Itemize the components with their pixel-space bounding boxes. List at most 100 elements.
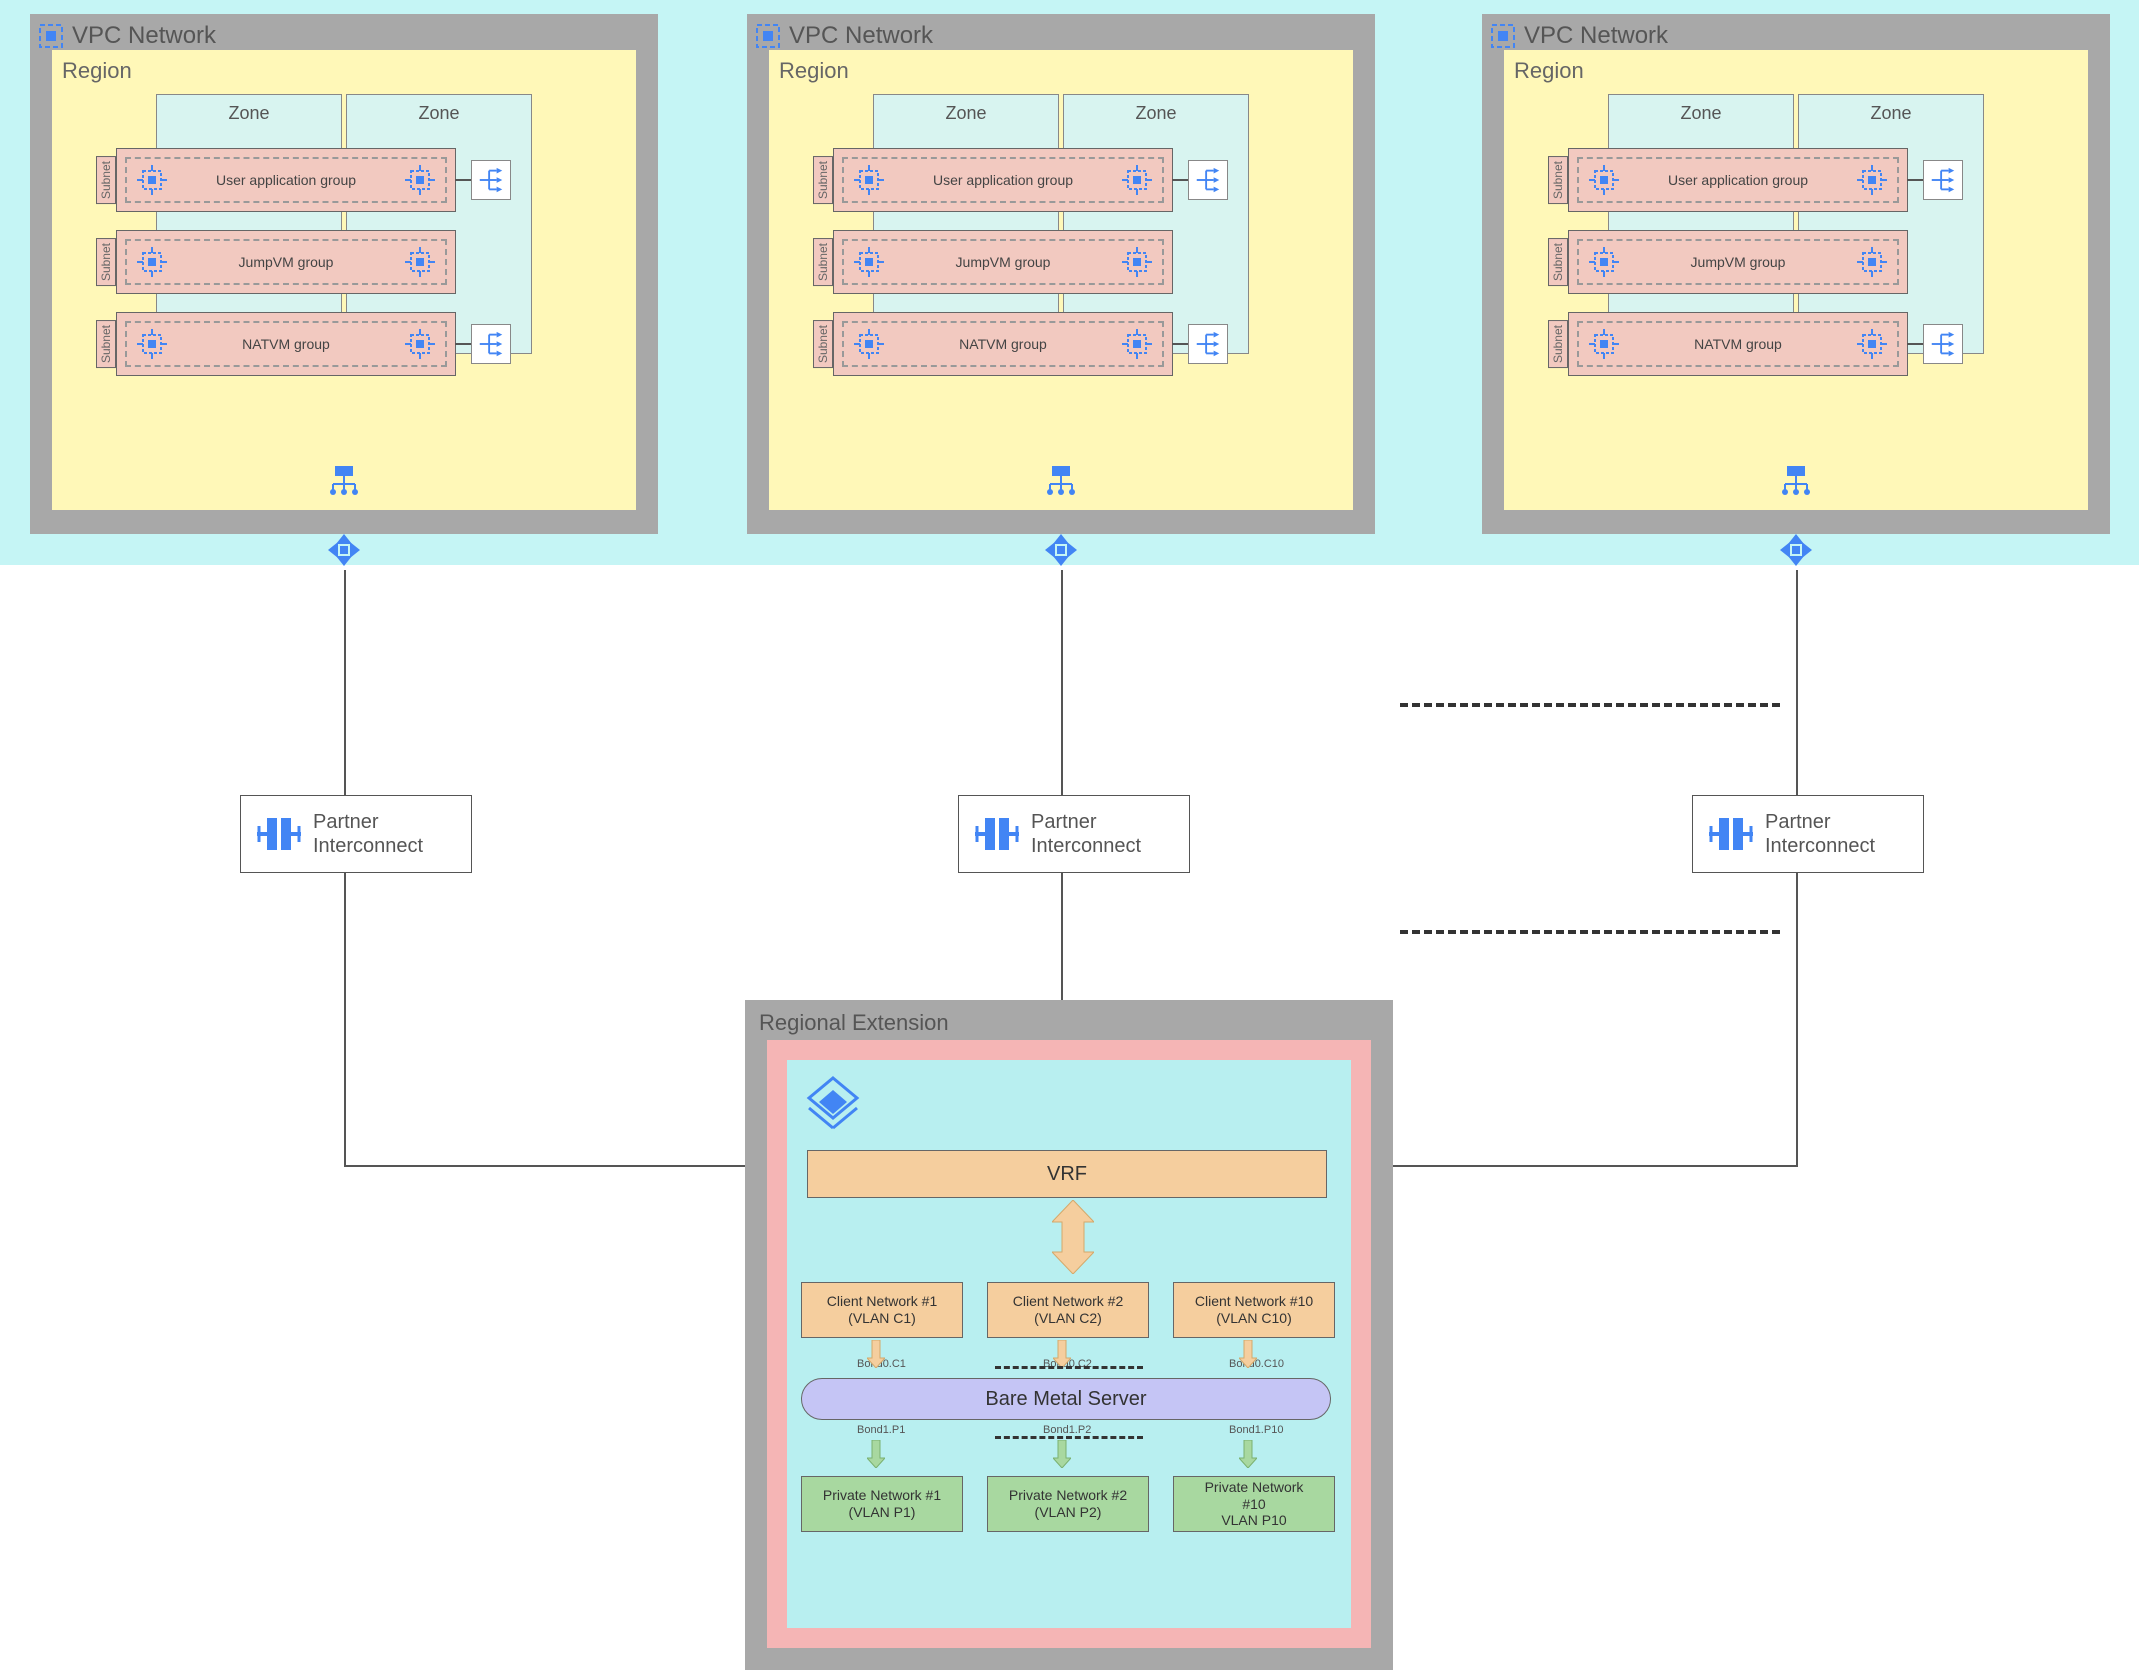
expand-icon — [1776, 530, 1816, 570]
vpc-icon — [1490, 23, 1516, 49]
instance-group: User application group — [125, 157, 447, 203]
interconnect-icon — [1709, 812, 1753, 856]
load-balancer-icon — [1923, 160, 1963, 200]
connection-line — [344, 570, 346, 795]
compute-icon — [854, 329, 884, 359]
privates-row: Private Network #1(VLAN P1)Private Netwo… — [801, 1476, 1335, 1532]
subnet-label: Subnet — [96, 156, 116, 204]
dotted-line — [1400, 703, 1780, 707]
compute-icon — [405, 247, 435, 277]
connection-line — [1796, 873, 1798, 1165]
dotted-priv — [995, 1436, 1143, 1439]
compute-icon — [1857, 165, 1887, 195]
clients-row: Client Network #1(VLAN C1) Client Network… — [801, 1282, 1335, 1338]
instance-group: User application group — [842, 157, 1164, 203]
bond-bot-label: Bond1.P2 — [1043, 1424, 1091, 1436]
bare-metal-server: Bare Metal Server — [801, 1378, 1331, 1420]
subnet-row: Subnet User application group — [96, 148, 456, 212]
group-label: NATVM group — [181, 336, 391, 352]
subnet-label: Subnet — [96, 320, 116, 368]
region-label: Region — [1514, 58, 1584, 84]
arrow-down-icon — [1239, 1340, 1257, 1368]
subnet-label: Subnet — [1548, 320, 1568, 368]
diagram-canvas: VPC Network Region Zone Zone Subnet User… — [0, 0, 2139, 1675]
compute-icon — [1589, 165, 1619, 195]
compute-icon — [405, 329, 435, 359]
zone-label: Zone — [1609, 103, 1793, 124]
vpc-network-3: VPC Network Region Zone Zone Subnet User… — [1482, 14, 2110, 534]
load-balancer-icon — [1188, 160, 1228, 200]
subnet-label: Subnet — [813, 320, 833, 368]
partner-interconnect-1: PartnerInterconnect — [240, 795, 472, 873]
zone-label: Zone — [1064, 103, 1248, 124]
private-network-3: Private Network#10VLAN P10 — [1173, 1476, 1335, 1532]
load-balancer-icon — [1923, 324, 1963, 364]
connection-line — [1061, 570, 1063, 795]
vpc-title: VPC Network — [38, 22, 216, 50]
interconnect-icon — [975, 812, 1019, 856]
dotted-line — [1400, 930, 1780, 934]
zone-label: Zone — [1799, 103, 1983, 124]
group-label: User application group — [181, 172, 391, 188]
subnet-row: Subnet NATVM group — [1548, 312, 1908, 376]
compute-icon — [1857, 329, 1887, 359]
bidirectional-arrow-icon — [1052, 1200, 1094, 1274]
subnet-label: Subnet — [1548, 238, 1568, 286]
group-label: JumpVM group — [181, 254, 391, 270]
subnets: Subnet User application group Subnet Jum… — [813, 148, 1173, 376]
compute-icon — [1589, 247, 1619, 277]
subnet-label: Subnet — [813, 156, 833, 204]
subnets: Subnet User application group Subnet Jum… — [96, 148, 456, 376]
subnet-box: JumpVM group — [833, 230, 1173, 294]
load-balancer-icon — [471, 324, 511, 364]
instance-group: JumpVM group — [842, 239, 1164, 285]
instance-group: JumpVM group — [1577, 239, 1899, 285]
bond-bot-label: Bond1.P10 — [1229, 1424, 1283, 1436]
compute-icon — [137, 329, 167, 359]
compute-icon — [405, 165, 435, 195]
compute-icon — [854, 165, 884, 195]
subnet-row: Subnet User application group — [813, 148, 1173, 212]
compute-icon — [1589, 329, 1619, 359]
expand-icon — [324, 530, 364, 570]
instance-group: NATVM group — [842, 321, 1164, 367]
arrow-down-icon — [1053, 1340, 1071, 1368]
re-cyan-box: VRF Client Network #1(VLAN C1)Client Net… — [787, 1060, 1351, 1628]
arrow-down-green-icon — [1053, 1440, 1071, 1468]
subnet-row: Subnet JumpVM group — [1548, 230, 1908, 294]
regional-extension-title: Regional Extension — [759, 1010, 949, 1036]
instance-group: User application group — [1577, 157, 1899, 203]
vpc-icon — [38, 23, 64, 49]
subnet-box: JumpVM group — [1568, 230, 1908, 294]
zone-label: Zone — [874, 103, 1058, 124]
subnet-label: Subnet — [813, 238, 833, 286]
arrow-down-green-icon — [1239, 1440, 1257, 1468]
subnet-row: Subnet JumpVM group — [813, 230, 1173, 294]
compute-icon — [137, 247, 167, 277]
network-icon — [1044, 462, 1078, 496]
dotted-clients — [995, 1366, 1143, 1369]
vpc-network-1: VPC Network Region Zone Zone Subnet User… — [30, 14, 658, 534]
region-box: Region Zone Zone Subnet User application… — [52, 50, 636, 510]
compute-icon — [1122, 329, 1152, 359]
client-network-3: Client Network #10(VLAN C10) — [1173, 1282, 1335, 1338]
interconnect-icon — [257, 812, 301, 856]
vpc-title: VPC Network — [755, 22, 933, 50]
subnet-box: JumpVM group — [116, 230, 456, 294]
group-label: NATVM group — [898, 336, 1108, 352]
subnet-box: User application group — [833, 148, 1173, 212]
subnet-row: Subnet NATVM group — [813, 312, 1173, 376]
arrow-down-icon — [867, 1340, 885, 1368]
compute-icon — [137, 165, 167, 195]
zone-label: Zone — [347, 103, 531, 124]
arrow-down-green-icon — [867, 1440, 885, 1468]
subnet-row: Subnet JumpVM group — [96, 230, 456, 294]
interconnect-label: PartnerInterconnect — [1765, 810, 1875, 858]
bond-bot-label: Bond1.P1 — [857, 1424, 905, 1436]
subnets: Subnet User application group Subnet Jum… — [1548, 148, 1908, 376]
subnet-box: User application group — [1568, 148, 1908, 212]
group-label: User application group — [1633, 172, 1843, 188]
vpc-icon — [755, 23, 781, 49]
client-network-1: Client Network #1(VLAN C1) — [801, 1282, 963, 1338]
load-balancer-icon — [471, 160, 511, 200]
